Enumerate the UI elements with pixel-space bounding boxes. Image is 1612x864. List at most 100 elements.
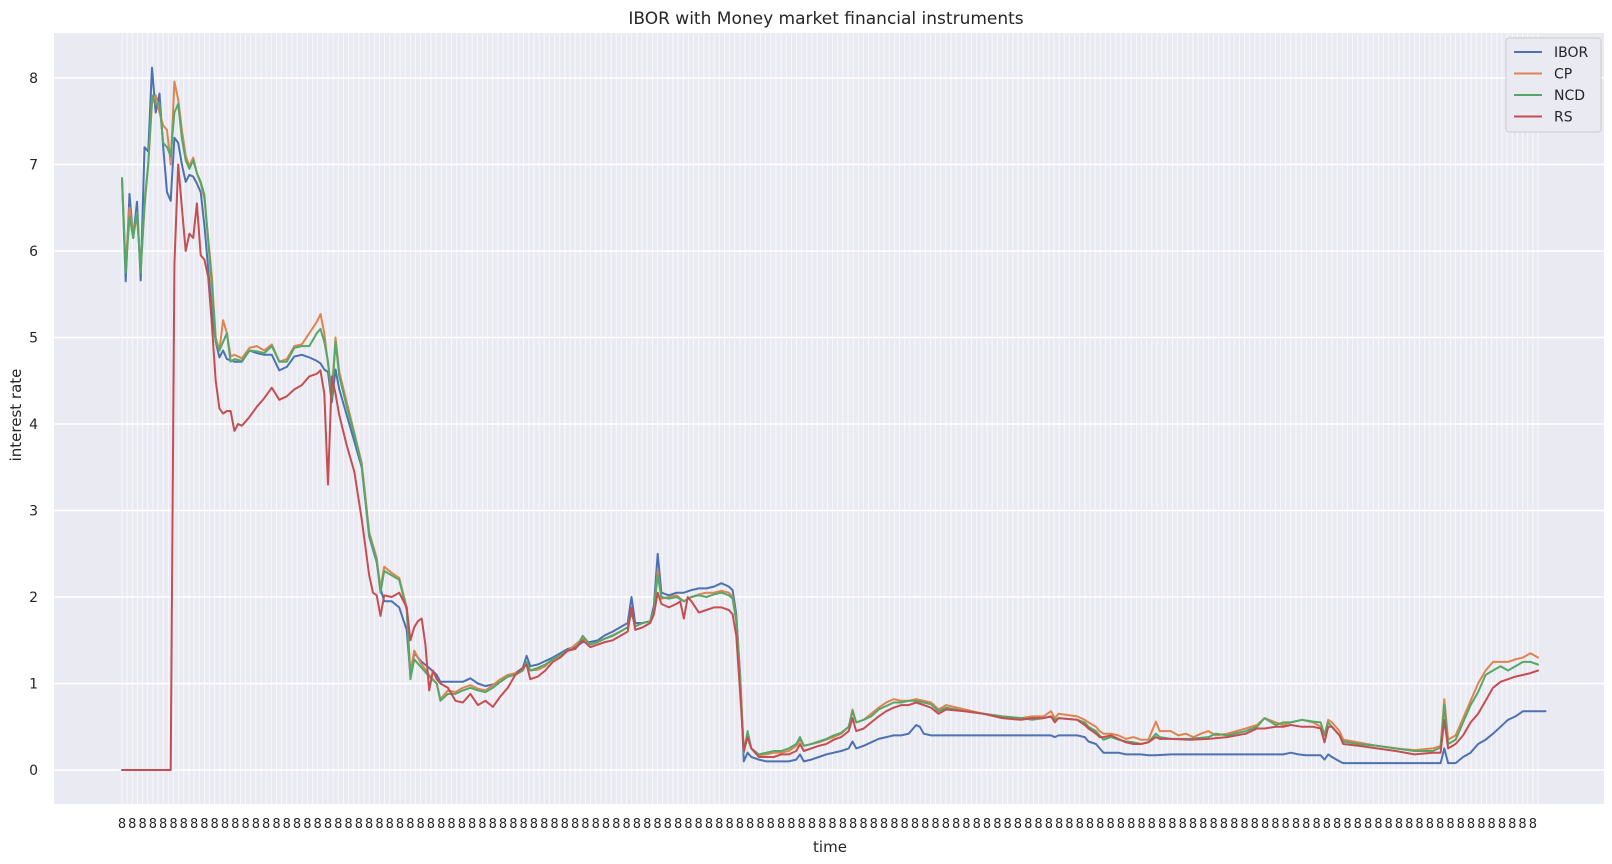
legend: IBOR CP NCD RS (1505, 37, 1602, 133)
x-tick-label: 8 (221, 817, 229, 832)
x-tick-label: 8 (190, 817, 198, 832)
x-tick-label: 8 (1076, 817, 1084, 832)
x-tick-label: 8 (1014, 817, 1022, 832)
x-tick-label: 8 (767, 817, 775, 832)
x-tick-label: 8 (1137, 817, 1145, 832)
x-tick-label: 8 (1168, 817, 1176, 832)
x-tick-label: 8 (1106, 817, 1114, 832)
x-tick-label: 8 (1312, 817, 1320, 832)
x-tick-label: 8 (592, 817, 600, 832)
x-tick-label: 8 (1199, 817, 1207, 832)
x-tick-label: 8 (499, 817, 507, 832)
x-tick-label: 8 (1004, 817, 1012, 832)
x-tick-label: 8 (571, 817, 579, 832)
x-tick-label: 8 (468, 817, 476, 832)
x-tick-label: 8 (1364, 817, 1372, 832)
x-tick-label: 8 (169, 817, 177, 832)
x-tick-label: 8 (1189, 817, 1197, 832)
x-tick-label: 8 (314, 817, 322, 832)
x-tick-label: 8 (1240, 817, 1248, 832)
x-tick-label: 8 (211, 817, 219, 832)
x-axis-label: time (813, 838, 847, 856)
x-tick-label: 8 (200, 817, 208, 832)
x-tick-label: 8 (1065, 817, 1073, 832)
y-tick-label: 3 (29, 504, 38, 520)
x-tick-label: 8 (1209, 817, 1217, 832)
series-line-ncd (121, 94, 1539, 756)
x-tick-label: 8 (478, 817, 486, 832)
x-tick-label: 8 (252, 817, 260, 832)
x-tick-label: 8 (993, 817, 1001, 832)
y-tick-label: 8 (29, 71, 38, 87)
x-tick-label: 8 (303, 817, 311, 832)
x-tick-label: 8 (1374, 817, 1382, 832)
y-tick-labels: 0 1 2 3 4 5 6 7 8 (29, 71, 38, 779)
x-tick-label: 8 (159, 817, 167, 832)
x-tick-label: 8 (859, 817, 867, 832)
x-tick-label: 8 (540, 817, 548, 832)
x-tick-label: 8 (386, 817, 394, 832)
x-tick-label: 8 (149, 817, 157, 832)
x-tick-label: 8 (1045, 817, 1053, 832)
x-tick-label: 8 (447, 817, 455, 832)
x-tick-label: 8 (695, 817, 703, 832)
x-tick-label: 8 (756, 817, 764, 832)
x-tick-label: 8 (1467, 817, 1475, 832)
x-tick-label: 8 (1415, 817, 1423, 832)
x-tick-label: 8 (725, 817, 733, 832)
x-tick-label: 8 (355, 817, 363, 832)
x-tick-label: 8 (1024, 817, 1032, 832)
x-tick-label: 8 (612, 817, 620, 832)
x-tick-label: 8 (489, 817, 497, 832)
x-tick-label: 8 (283, 817, 291, 832)
x-tick-label: 8 (643, 817, 651, 832)
x-tick-label: 8 (1354, 817, 1362, 832)
x-tick-label: 8 (241, 817, 249, 832)
x-tick-label: 8 (1271, 817, 1279, 832)
x-tick-label: 8 (736, 817, 744, 832)
x-tick-label: 8 (931, 817, 939, 832)
x-tick-label: 8 (118, 817, 126, 832)
x-tick-label: 8 (1385, 817, 1393, 832)
x-tick-label: 8 (1251, 817, 1259, 832)
x-tick-label: 8 (787, 817, 795, 832)
x-tick-label: 8 (375, 817, 383, 832)
x-tick-label: 8 (406, 817, 414, 832)
y-tick-label: 7 (29, 158, 38, 174)
x-tick-label: 8 (1457, 817, 1465, 832)
x-tick-label: 8 (952, 817, 960, 832)
x-tick-label: 8 (911, 817, 919, 832)
x-tick-label: 8 (344, 817, 352, 832)
series-lines (121, 66, 1547, 771)
x-tick-label: 8 (715, 817, 723, 832)
x-tick-label: 8 (1529, 817, 1537, 832)
x-tick-label: 8 (798, 817, 806, 832)
x-tick-label: 8 (1220, 817, 1228, 832)
x-tick-label: 8 (1302, 817, 1310, 832)
x-tick-label: 8 (849, 817, 857, 832)
x-tick-label: 8 (705, 817, 713, 832)
x-tick-label: 8 (561, 817, 569, 832)
x-tick-label: 8 (880, 817, 888, 832)
x-tick-label: 8 (664, 817, 672, 832)
x-tick-label: 8 (417, 817, 425, 832)
series-line-ibor (121, 66, 1547, 765)
x-tick-label: 8 (839, 817, 847, 832)
x-tick-label: 8 (1508, 817, 1516, 832)
x-tick-label: 8 (942, 817, 950, 832)
x-tick-label: 8 (519, 817, 527, 832)
legend-label-ncd: NCD (1554, 88, 1585, 104)
x-tick-label: 8 (870, 817, 878, 832)
x-tick-label: 8 (550, 817, 558, 832)
x-tick-label: 8 (530, 817, 538, 832)
x-tick-label: 8 (1498, 817, 1506, 832)
legend-label-rs: RS (1554, 110, 1573, 126)
x-tick-label: 8 (1117, 817, 1125, 832)
series-line-cp (121, 80, 1539, 757)
x-tick-label: 8 (128, 817, 136, 832)
x-tick-label: 8 (509, 817, 517, 832)
x-tick-label: 8 (1282, 817, 1290, 832)
